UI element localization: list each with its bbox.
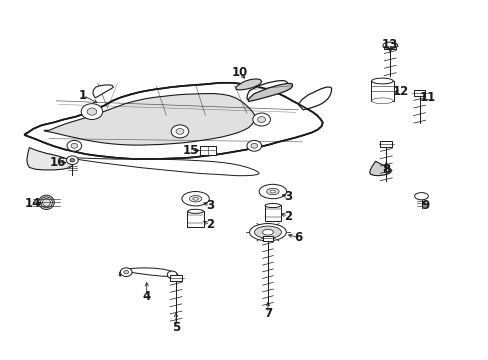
Ellipse shape (264, 203, 280, 208)
Circle shape (70, 158, 75, 162)
Circle shape (257, 117, 265, 122)
FancyBboxPatch shape (384, 43, 395, 49)
Text: 15: 15 (182, 144, 199, 157)
Ellipse shape (192, 197, 198, 200)
Text: 8: 8 (382, 163, 389, 176)
Circle shape (120, 268, 132, 276)
Polygon shape (246, 81, 287, 100)
Ellipse shape (382, 42, 397, 49)
Ellipse shape (371, 98, 392, 104)
Text: 9: 9 (421, 199, 428, 212)
Polygon shape (298, 87, 331, 110)
Ellipse shape (182, 192, 209, 206)
Text: 14: 14 (25, 197, 41, 210)
Text: 16: 16 (49, 156, 66, 169)
Text: 2: 2 (284, 210, 292, 222)
Circle shape (67, 140, 81, 151)
FancyBboxPatch shape (262, 235, 273, 241)
Polygon shape (248, 84, 292, 102)
Circle shape (167, 271, 177, 278)
Text: 7: 7 (264, 307, 271, 320)
Circle shape (176, 129, 183, 134)
Circle shape (66, 156, 78, 165)
FancyBboxPatch shape (200, 146, 215, 155)
Text: 3: 3 (206, 199, 214, 212)
Ellipse shape (249, 224, 286, 241)
Text: 13: 13 (381, 39, 398, 51)
Polygon shape (44, 94, 255, 145)
Polygon shape (119, 268, 178, 276)
Circle shape (81, 104, 102, 120)
FancyBboxPatch shape (380, 141, 391, 147)
Ellipse shape (269, 190, 275, 193)
Ellipse shape (39, 195, 54, 210)
Ellipse shape (266, 188, 279, 195)
Ellipse shape (259, 184, 286, 199)
FancyBboxPatch shape (187, 211, 203, 227)
Ellipse shape (41, 197, 52, 208)
Ellipse shape (187, 209, 203, 213)
Text: 1: 1 (79, 89, 87, 102)
Text: 6: 6 (294, 231, 302, 244)
Polygon shape (235, 79, 261, 90)
Circle shape (252, 113, 270, 126)
Text: 5: 5 (172, 321, 180, 334)
FancyBboxPatch shape (413, 90, 425, 96)
Polygon shape (369, 161, 390, 176)
Ellipse shape (414, 193, 427, 200)
Ellipse shape (262, 229, 273, 235)
Ellipse shape (189, 195, 202, 202)
Ellipse shape (371, 78, 392, 84)
Text: 3: 3 (284, 190, 292, 203)
Circle shape (71, 143, 78, 148)
Circle shape (250, 143, 257, 148)
Polygon shape (93, 85, 113, 98)
Ellipse shape (42, 198, 50, 206)
Text: 4: 4 (142, 291, 150, 303)
Text: 12: 12 (392, 85, 408, 98)
Circle shape (123, 270, 128, 274)
Polygon shape (24, 83, 322, 159)
FancyBboxPatch shape (264, 205, 281, 221)
FancyBboxPatch shape (170, 275, 182, 281)
Text: 2: 2 (206, 219, 214, 231)
Polygon shape (27, 148, 72, 170)
Circle shape (171, 125, 188, 138)
Circle shape (87, 108, 97, 115)
Text: 10: 10 (231, 66, 247, 78)
Circle shape (246, 140, 261, 151)
FancyBboxPatch shape (370, 81, 393, 101)
Text: 11: 11 (419, 91, 435, 104)
Polygon shape (66, 158, 259, 176)
Ellipse shape (254, 226, 281, 238)
